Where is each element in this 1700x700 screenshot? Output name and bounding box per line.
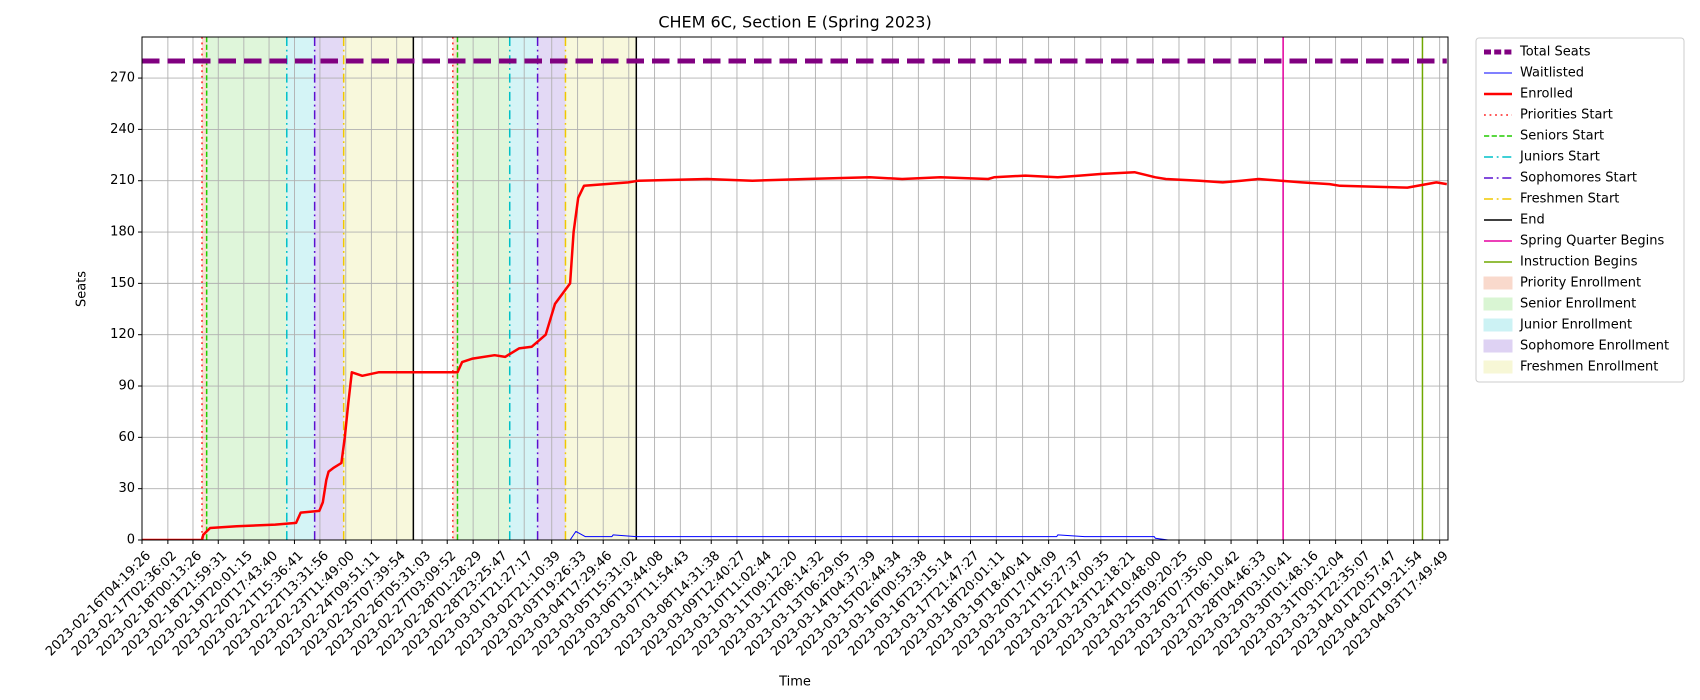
y-tick-label: 180 bbox=[110, 225, 135, 240]
plot-frame bbox=[141, 36, 1449, 541]
legend-label: Senior Enrollment bbox=[1520, 297, 1636, 312]
enrollment-span bbox=[457, 37, 510, 540]
enrollment-span bbox=[565, 37, 637, 540]
y-tick-label: 90 bbox=[118, 379, 135, 394]
legend-label: Instruction Begins bbox=[1520, 255, 1638, 270]
chart-title: CHEM 6C, Section E (Spring 2023) bbox=[658, 13, 931, 32]
y-tick-label: 240 bbox=[110, 122, 135, 137]
legend-label: Priority Enrollment bbox=[1520, 276, 1641, 291]
legend-swatch bbox=[1483, 360, 1513, 374]
legend-swatch bbox=[1483, 318, 1513, 332]
x-axis-label: Time bbox=[778, 675, 811, 690]
legend-label: Waitlisted bbox=[1520, 66, 1584, 81]
legend-box bbox=[1475, 37, 1685, 383]
legend-swatch bbox=[1483, 276, 1513, 290]
y-tick-label: 150 bbox=[110, 276, 135, 291]
y-tick-label: 60 bbox=[118, 430, 135, 445]
enrollment-span bbox=[509, 37, 538, 540]
legend-label: End bbox=[1520, 213, 1545, 228]
y-tick-label: 120 bbox=[110, 327, 135, 342]
legend-swatch bbox=[1483, 297, 1513, 311]
enrollment-span bbox=[202, 37, 207, 540]
legend-label: Spring Quarter Begins bbox=[1520, 234, 1664, 249]
y-tick-label: 210 bbox=[110, 173, 135, 188]
enrollment-span bbox=[206, 37, 287, 540]
enrollment-span bbox=[286, 37, 315, 540]
legend-label: Sophomores Start bbox=[1520, 171, 1637, 186]
enrollment-span bbox=[452, 37, 458, 540]
series-line bbox=[142, 170, 1448, 540]
legend-label: Freshmen Start bbox=[1520, 192, 1619, 207]
y-tick-label: 0 bbox=[127, 533, 135, 548]
legend-label: Priorities Start bbox=[1520, 108, 1613, 123]
enrollment-span bbox=[343, 37, 414, 540]
legend-label: Seniors Start bbox=[1520, 129, 1604, 144]
legend-label: Junior Enrollment bbox=[1519, 318, 1632, 333]
y-tick-label: 30 bbox=[118, 481, 135, 496]
legend-label: Sophomore Enrollment bbox=[1520, 339, 1669, 354]
y-tick-label: 270 bbox=[110, 71, 135, 86]
legend-label: Enrolled bbox=[1520, 87, 1573, 102]
legend-label: Total Seats bbox=[1519, 45, 1591, 60]
legend-label: Juniors Start bbox=[1519, 150, 1600, 165]
legend-swatch bbox=[1483, 339, 1513, 353]
series-line bbox=[142, 530, 1447, 540]
y-axis-label: Seats bbox=[75, 271, 90, 307]
legend-label: Freshmen Enrollment bbox=[1520, 360, 1658, 375]
